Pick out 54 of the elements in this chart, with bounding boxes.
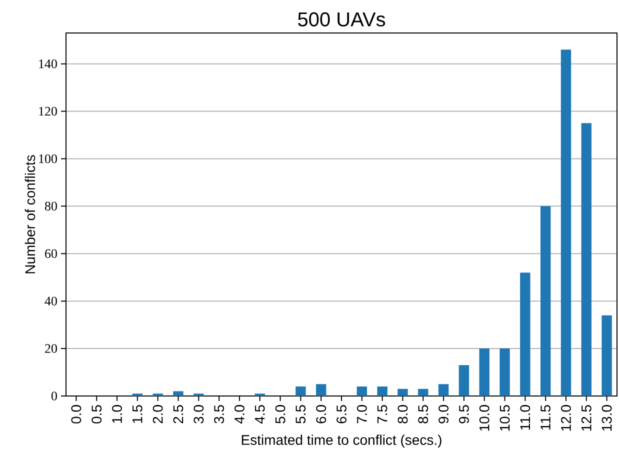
x-tick-label: 1.5: [132, 405, 142, 423]
bar: [296, 386, 306, 396]
chart-title: 500 UAVs: [298, 12, 386, 26]
x-tick-label: 5.0: [275, 405, 286, 424]
x-tick-label: 3.0: [194, 405, 204, 424]
y-tick-label: 60: [45, 249, 57, 258]
bar: [418, 388, 428, 396]
x-tick-label: 2.5: [173, 405, 184, 424]
bar: [602, 315, 612, 396]
y-axis-title: Number of conflicts: [24, 155, 36, 274]
x-tick-label: 13.0: [602, 405, 612, 431]
x-tick-label: 0.5: [92, 405, 102, 424]
bar: [458, 365, 470, 396]
x-tick-label: 10.5: [500, 405, 510, 431]
x-axis-title: Estimated time to conflict (secs.): [242, 434, 442, 448]
bar: [500, 348, 510, 396]
y-tick-label: 20: [45, 344, 57, 353]
bar: [377, 386, 388, 396]
x-tick-label: 6.5: [336, 405, 346, 424]
bar: [540, 206, 551, 396]
x-tick-label: 3.5: [214, 405, 224, 424]
bar: [560, 50, 572, 396]
bar: [356, 386, 368, 396]
x-tick-label: 12.0: [561, 405, 571, 431]
y-tick-label: 40: [44, 296, 57, 306]
x-tick-label: 0.0: [71, 405, 82, 424]
x-tick-label: 1.0: [112, 405, 122, 423]
x-tick-label: 6.0: [316, 405, 326, 424]
bar: [173, 391, 184, 396]
x-tick-label: 12.5: [581, 405, 592, 431]
x-tick-label: 10.0: [479, 405, 490, 431]
y-tick-label: 80: [44, 202, 57, 211]
x-tick-label: 11.5: [540, 405, 550, 430]
x-tick-label: 9.0: [438, 405, 448, 424]
bar: [520, 272, 530, 396]
bar: [479, 348, 490, 396]
bar: [398, 388, 408, 396]
y-tick-label: 140: [39, 59, 57, 68]
x-tick-label: 11.0: [520, 405, 530, 430]
x-tick-label: 7.0: [356, 405, 367, 424]
x-tick-label: 4.0: [234, 405, 244, 424]
y-tick-label: 100: [39, 154, 57, 164]
x-tick-label: 9.5: [458, 405, 469, 424]
x-tick-label: 8.0: [398, 405, 408, 424]
y-tick-label: 0: [51, 392, 57, 400]
x-tick-label: 2.0: [152, 405, 163, 424]
x-tick-label: 8.5: [418, 405, 428, 424]
bar: [316, 384, 326, 396]
bar: [581, 123, 592, 396]
x-tick-label: 4.5: [254, 405, 265, 424]
x-tick-label: 5.5: [296, 405, 306, 424]
y-tick-label: 120: [39, 106, 57, 116]
x-tick-label: 7.5: [377, 405, 388, 424]
bar: [438, 384, 449, 396]
